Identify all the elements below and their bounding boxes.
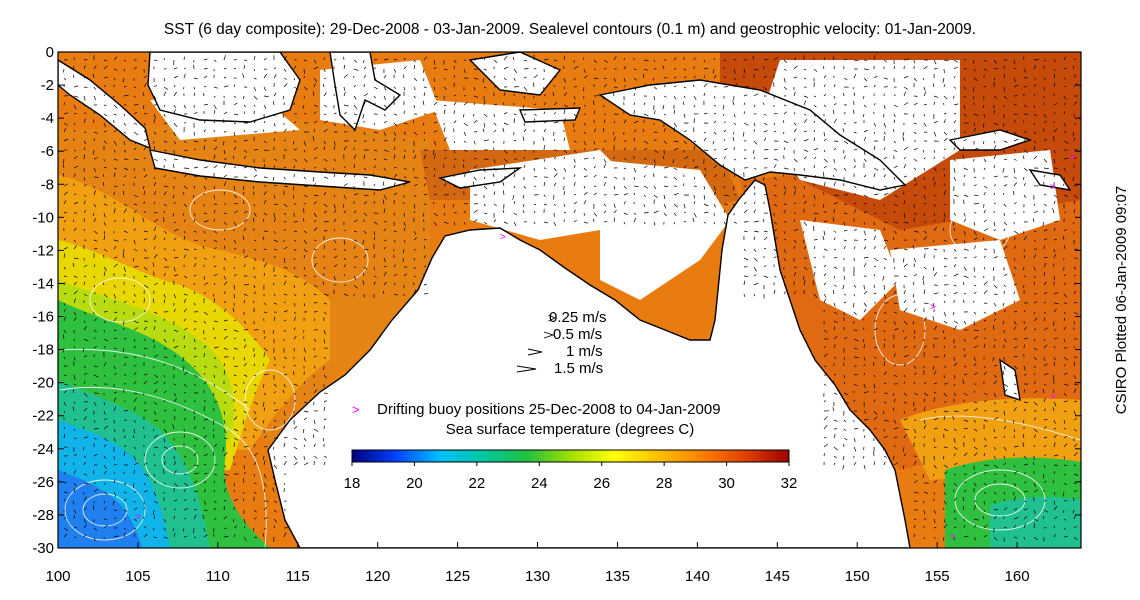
- y-tick-label: -14: [32, 275, 54, 292]
- y-tick-label: -4: [41, 110, 54, 127]
- x-tick-label: 100: [45, 568, 70, 585]
- new-britain-island: [948, 129, 1033, 151]
- colorbar-tick-label: 24: [531, 475, 548, 492]
- colorbar-tick-label: 18: [344, 475, 361, 492]
- x-tick-label: 105: [125, 568, 150, 585]
- contour-ring: [949, 204, 1011, 256]
- buoy-marker: >: [1050, 182, 1056, 193]
- colorbar-tick-label: 26: [593, 475, 610, 492]
- y-tick-label: -8: [41, 176, 54, 193]
- x-tick-label: 125: [445, 568, 470, 585]
- contour-line: [59, 387, 267, 548]
- x-tick-label: 155: [925, 568, 950, 585]
- java-island: [149, 149, 411, 191]
- buoy-marker: >: [135, 512, 141, 523]
- x-tick-label: 135: [605, 568, 630, 585]
- y-tick-label: -18: [32, 342, 54, 359]
- x-axis: 100 105 110 115 120 125 130 135 140 145 150 155 160: [45, 542, 1030, 585]
- cloud-gap: [890, 240, 1020, 330]
- x-tick-label: 150: [845, 568, 870, 585]
- colorbar-title: Sea surface temperature (degrees C): [446, 421, 694, 438]
- y-tick-label: -26: [32, 474, 54, 491]
- buoy-legend-symbol: >: [352, 402, 360, 417]
- sumatra-island: [58, 59, 152, 150]
- x-tick-label: 160: [1005, 568, 1030, 585]
- velocity-legend: 0.25 m/s 0.5 m/s 1 m/s 1.5 m/s: [516, 309, 607, 377]
- y-tick-label: -24: [32, 441, 54, 458]
- colorbar-tick-label: 22: [469, 475, 486, 492]
- buoy-marker: >: [500, 232, 506, 243]
- contour-ring: [161, 445, 199, 475]
- x-tick-label: 140: [685, 568, 710, 585]
- y-tick-label: -12: [32, 242, 54, 259]
- map-plot-area: > > > > > > >: [58, 52, 1081, 548]
- velocity-arrows: [62, 54, 1079, 542]
- y-tick-label: -28: [32, 507, 54, 524]
- contour-line: [919, 415, 1081, 441]
- seram-island: [518, 107, 582, 123]
- colorbar-tick-label: 32: [781, 475, 798, 492]
- sst-region-blue: [58, 470, 142, 548]
- colorbar-tick-label: 20: [406, 475, 423, 492]
- y-tick-label: -20: [32, 375, 54, 392]
- buoy-marker: >: [1050, 392, 1056, 403]
- y-tick-label: -30: [32, 540, 54, 557]
- contour-ring: [189, 189, 251, 231]
- contour-ring: [974, 483, 1026, 517]
- y-tick-label: -6: [41, 143, 54, 160]
- plot-frame: [57, 51, 1082, 549]
- colorbar-tick-label: 30: [718, 475, 735, 492]
- y-tick-label: -2: [41, 77, 54, 94]
- contour-ring: [144, 431, 216, 489]
- figure-title: SST (6 day composite): 29-Dec-2008 - 03-…: [164, 21, 976, 38]
- solomon-islands: [1028, 169, 1072, 191]
- x-tick-label: 130: [525, 568, 550, 585]
- x-tick-label: 120: [365, 568, 390, 585]
- sst-region-tasman-teal: [990, 496, 1081, 548]
- velocity-legend-arrow: [516, 365, 537, 373]
- y-tick-label: -16: [32, 309, 54, 326]
- contour-ring: [244, 369, 296, 431]
- y-axis: 0 -2 -4 -6 -8 -10 -12 -14 -16 -18 -20 -22 -24 -26 -28 -…: [32, 44, 1081, 557]
- cloud-gap: [600, 160, 730, 300]
- y-tick-label: 0: [46, 44, 54, 61]
- y-tick-label: -22: [32, 408, 54, 425]
- contour-ring: [82, 493, 128, 527]
- x-tick-label: 145: [765, 568, 790, 585]
- velocity-arrow-field: [62, 54, 1079, 542]
- buoy-marker: >: [950, 532, 956, 543]
- velocity-legend-label: 0.5 m/s: [553, 326, 602, 343]
- velocity-legend-label: 0.25 m/s: [549, 309, 607, 326]
- velocity-legend-label: 1 m/s: [566, 343, 603, 360]
- sealevel-contours: [59, 189, 1081, 548]
- velocity-legend-arrow: [527, 348, 543, 356]
- colorbar-tick-label: 28: [656, 475, 673, 492]
- buoy-marker: >: [1070, 152, 1076, 163]
- contour-line: [59, 348, 251, 411]
- contour-ring: [874, 294, 926, 366]
- halmahera-islands: [468, 52, 562, 96]
- contour-ring: [89, 277, 151, 323]
- velocity-legend-arrow: [543, 331, 555, 339]
- buoy-marker: >: [930, 302, 936, 313]
- contour-ring: [64, 479, 146, 541]
- velocity-legend-arrow: [548, 314, 557, 322]
- x-tick-label: 110: [206, 568, 230, 585]
- contour-ring: [311, 237, 369, 283]
- x-tick-label: 115: [286, 568, 310, 585]
- velocity-legend-label: 1.5 m/s: [554, 360, 603, 377]
- colorbar: [351, 449, 790, 463]
- timor-island: [437, 167, 523, 189]
- sulawesi-island: [329, 52, 402, 132]
- buoy-markers: > > > > > > >: [135, 152, 1076, 543]
- buoy-legend-label: Drifting buoy positions 25-Dec-2008 to 0…: [377, 401, 721, 418]
- y-tick-label: -10: [32, 209, 54, 226]
- colorbar-ticks: 18 20 22 24 26 28 30 32: [344, 462, 798, 492]
- new-guinea-island: [598, 79, 907, 191]
- plotted-timestamp: CSIRO Plotted 06-Jan-2009 09:07: [1113, 186, 1130, 414]
